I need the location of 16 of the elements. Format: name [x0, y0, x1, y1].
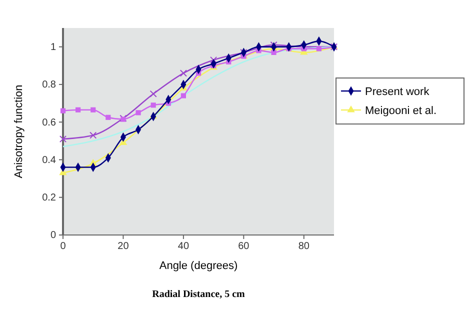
- y-tick-label: 0.2: [42, 192, 56, 204]
- x-tick-label: 0: [60, 241, 66, 252]
- legend-label: Present work: [365, 86, 430, 98]
- x-tick-label: 80: [298, 241, 310, 252]
- x-tick-label: 20: [118, 241, 130, 252]
- x-tick-label: 60: [238, 241, 250, 252]
- text: Radial Distance, 5 cm: [152, 289, 246, 300]
- y-axis-title: Anisotropy function: [13, 84, 25, 178]
- y-tick-label: 1: [50, 42, 56, 54]
- y-tick-label: 0.8: [42, 80, 56, 91]
- y-tick-label: 0.4: [42, 154, 56, 166]
- x-tick-label: 40: [178, 241, 190, 252]
- x-axis-title: Angle (degrees): [159, 260, 238, 272]
- y-tick-label: 0: [50, 230, 56, 242]
- y-tick-label: 0.6: [42, 117, 56, 128]
- legend-label: Meigooni et al.: [365, 105, 437, 117]
